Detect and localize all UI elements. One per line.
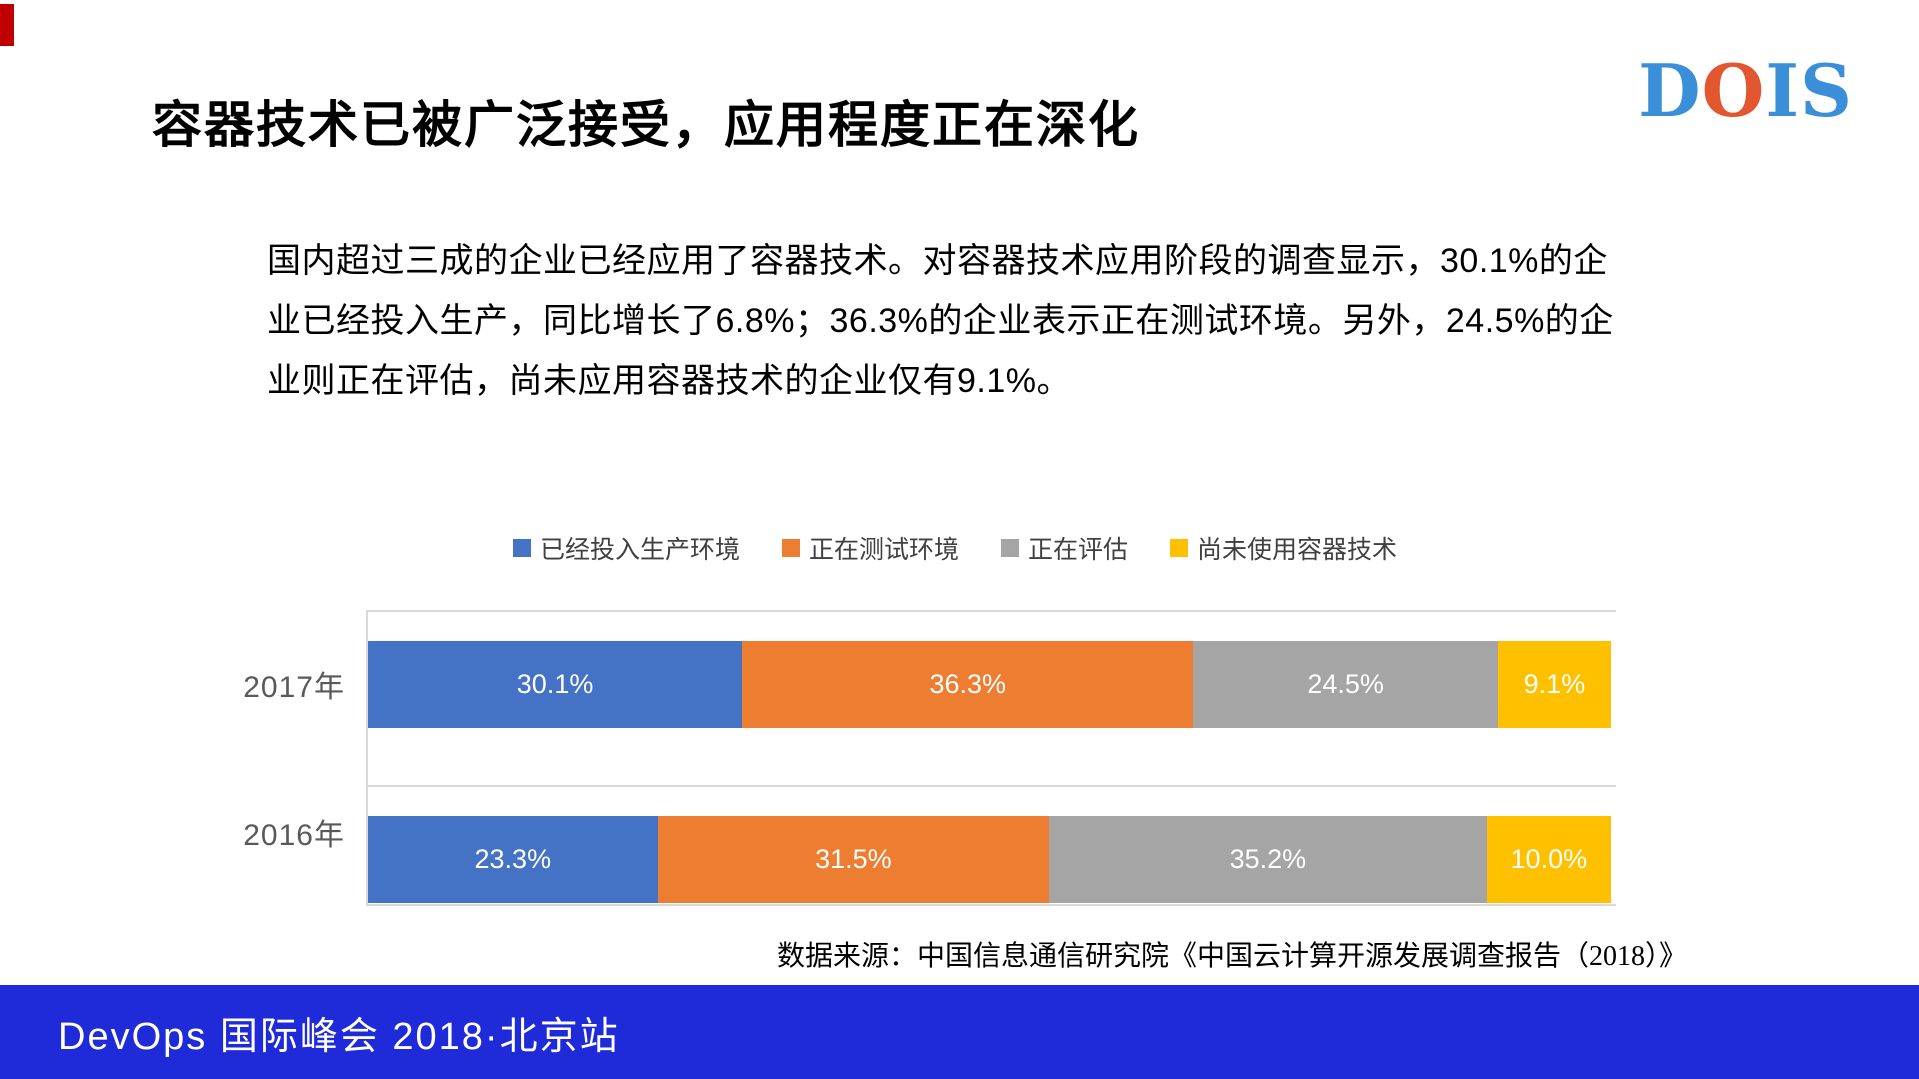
legend-label: 正在测试环境 [808, 536, 959, 564]
value-label: 35.2% [1229, 844, 1307, 874]
legend-item: 正在评估 [1001, 530, 1128, 566]
legend-item: 尚未使用容器技术 [1170, 530, 1397, 566]
logo-letter: O [1701, 48, 1766, 133]
bar-segment: 10.0% [1486, 816, 1611, 903]
plot-area: 30.1% 36.3% 24.5% 9.1% 23.3% 31.5% 35.2% 10.0% [366, 610, 1616, 906]
bar-row: 23.3% 31.5% 35.2% 10.0% [368, 816, 1616, 962]
legend-label: 已经投入生产环境 [539, 536, 740, 564]
logo-letter: I [1765, 48, 1800, 133]
value-label: 23.3% [474, 844, 552, 874]
legend-label: 尚未使用容器技术 [1197, 536, 1398, 564]
paragraph-line: 业则正在评估，尚未应用容器技术的企业仅有9.1%。 [267, 362, 1071, 400]
legend-swatch [512, 539, 531, 557]
value-label: 30.1% [516, 669, 594, 699]
legend-swatch [1001, 539, 1019, 557]
page-title: 容器技术已被广泛接受，应用程度正在深化 [152, 97, 1140, 153]
value-label: 9.1% [1523, 669, 1586, 699]
bar-segment: 36.3% [742, 641, 1194, 728]
logo-letter: S [1800, 48, 1853, 133]
paragraph-line: 国内超过三成的企业已经应用了容器技术。对容器技术应用阶段的调查显示，30.1%的… [267, 242, 1608, 280]
data-source: 数据来源：中国信息通信研究院《中国云计算开源发展调查报告（2018）》 [776, 941, 1687, 972]
category-label: 2016年 [243, 819, 345, 852]
bar-segment: 35.2% [1049, 816, 1487, 903]
bar-segment: 24.5% [1193, 641, 1498, 728]
legend-label: 正在评估 [1028, 536, 1129, 564]
footer-text: DevOps 国际峰会 2018·北京站 [58, 1015, 620, 1058]
value-label: 36.3% [929, 669, 1007, 699]
category-label: 2017年 [243, 671, 345, 704]
bar-segment: 23.3% [368, 816, 658, 903]
stacked-bar: 23.3% 31.5% 35.2% 10.0% [368, 816, 1611, 903]
legend-item: 已经投入生产环境 [512, 530, 740, 566]
legend-item: 正在测试环境 [781, 530, 959, 566]
category-axis: 2017年 2016年 [150, 610, 345, 906]
value-label: 10.0% [1510, 844, 1588, 874]
bar-segment: 30.1% [368, 641, 743, 728]
paragraph-line: 业已经投入生产，同比增长了6.8%；36.3%的企业表示正在测试环境。另外，24… [267, 302, 1614, 340]
bar-segment: 31.5% [657, 816, 1050, 903]
legend-swatch [1170, 539, 1189, 557]
corner-accent [0, 4, 14, 46]
body-paragraph: 国内超过三成的企业已经应用了容器技术。对容器技术应用阶段的调查显示，30.1%的… [267, 231, 1614, 411]
value-label: 24.5% [1307, 669, 1384, 699]
footer-bar: DevOps 国际峰会 2018·北京站 [0, 985, 1919, 1079]
legend-swatch [781, 539, 800, 557]
stacked-bar: 30.1% 36.3% 24.5% 9.1% [368, 641, 1611, 728]
logo-letter: D [1638, 48, 1702, 133]
bar-segment: 9.1% [1497, 641, 1611, 728]
bar-row: 30.1% 36.3% 24.5% 9.1% [368, 641, 1616, 787]
chart-legend: 已经投入生产环境 正在测试环境 正在评估 尚未使用容器技术 [20, 528, 1890, 568]
value-label: 31.5% [815, 844, 892, 874]
